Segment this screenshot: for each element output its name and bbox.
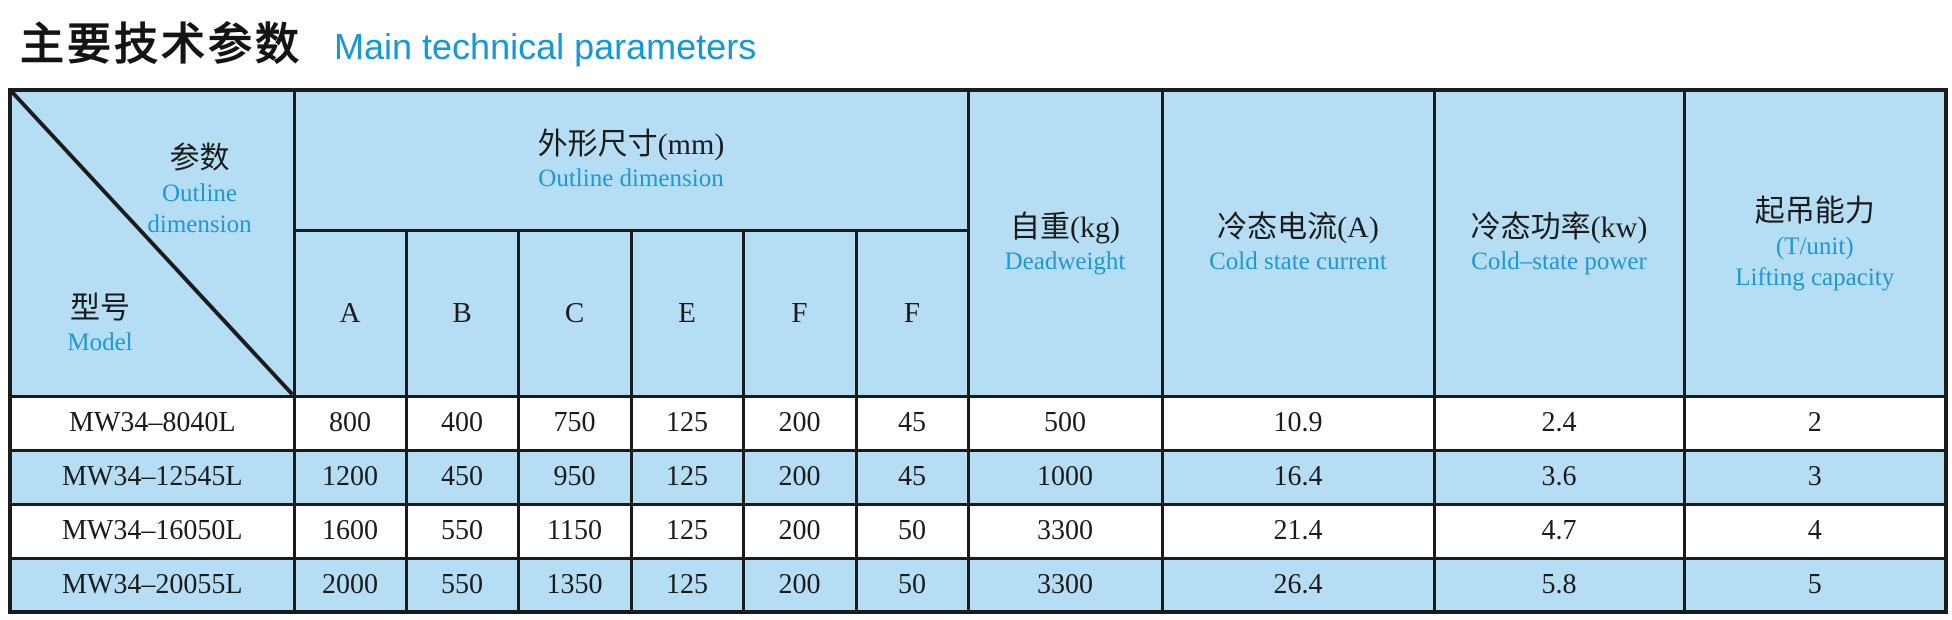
header-deadweight-en: Deadweight (1004, 248, 1126, 276)
technical-parameters-table: 参数 Outline dimension 型号 Model 外形尺寸(mm) O… (8, 88, 1948, 614)
corner-model-label-zh: 型号 (70, 291, 130, 325)
corner-parameter-label: 参数 Outline dimension (115, 140, 285, 240)
cell-capacity: 3 (1682, 448, 1948, 506)
header-dim-c: C (516, 228, 633, 398)
header-lifting-capacity-en-line1: (T/unit) (1775, 232, 1854, 260)
cell-dim-b: 550 (404, 502, 520, 560)
corner-model-label: 型号 Model (50, 290, 150, 359)
cell-model: MW34–20055L (8, 556, 296, 614)
cell-model: MW34–8040L (8, 394, 296, 452)
cell-dim-c: 1150 (516, 502, 633, 560)
header-dim-f1: F (741, 228, 858, 398)
header-dim-c-label: C (564, 296, 585, 329)
header-cold-state-current-zh: 冷态电流(A) (1217, 210, 1379, 244)
header-cold-state-power-zh: 冷态功率(kw) (1470, 210, 1648, 244)
corner-model-label-en: Model (67, 329, 133, 357)
cell-dim-b: 550 (404, 556, 520, 614)
table-row-mw34-20055l: MW34–20055L 2000 550 1350 125 200 50 330… (8, 556, 1948, 614)
cell-dim-e: 125 (629, 556, 745, 614)
page-title: 主要技术参数 Main technical parameters (20, 8, 756, 72)
cell-deadweight: 3300 (966, 502, 1164, 560)
cell-dim-c: 950 (516, 448, 633, 506)
header-cold-state-current-en: Cold state current (1209, 248, 1387, 276)
cell-dim-f1: 200 (741, 394, 858, 452)
cell-current: 21.4 (1160, 502, 1436, 560)
header-dim-f2: F (854, 228, 970, 398)
cell-dim-f2: 45 (854, 448, 970, 506)
header-dim-e-label: E (678, 296, 696, 329)
cell-dim-e: 125 (629, 448, 745, 506)
diagonal-divider-line (13, 93, 291, 393)
cell-dim-f1: 200 (741, 448, 858, 506)
cell-power: 4.7 (1432, 502, 1686, 560)
cell-dim-a: 800 (292, 394, 408, 452)
header-lifting-capacity-zh: 起吊能力 (1754, 195, 1875, 229)
cell-power: 3.6 (1432, 448, 1686, 506)
page-title-english: Main technical parameters (334, 26, 757, 67)
cell-dim-a: 1200 (292, 448, 408, 506)
cell-model: MW34–12545L (8, 448, 296, 506)
header-dim-f2-label: F (903, 296, 921, 329)
cell-dim-a: 2000 (292, 556, 408, 614)
cell-deadweight: 1000 (966, 448, 1164, 506)
cell-dim-a: 1600 (292, 502, 408, 560)
corner-parameter-label-zh: 参数 (169, 142, 230, 175)
cell-deadweight: 3300 (966, 556, 1164, 614)
cell-dim-b: 400 (404, 394, 520, 452)
page-title-chinese: 主要技术参数 (20, 20, 302, 69)
cell-dim-e: 125 (629, 502, 745, 560)
corner-parameter-label-en-line2: dimension (147, 210, 252, 238)
cell-dim-f2: 50 (854, 556, 970, 614)
cell-dim-c: 750 (516, 394, 633, 452)
table-row-mw34-8040l: MW34–8040L 800 400 750 125 200 45 500 10… (8, 394, 1948, 452)
header-deadweight-zh: 自重(kg) (1010, 210, 1120, 244)
header-dim-a-label: A (339, 296, 361, 329)
cell-dim-f1: 200 (741, 502, 858, 560)
cell-current: 10.9 (1160, 394, 1436, 452)
corner-parameter-label-en-line1: Outline (162, 179, 237, 207)
cell-power: 2.4 (1432, 394, 1686, 452)
cell-deadweight: 500 (966, 394, 1164, 452)
cell-current: 26.4 (1160, 556, 1436, 614)
cell-model: MW34–16050L (8, 502, 296, 560)
header-dim-e: E (629, 228, 745, 398)
header-cold-state-current: 冷态电流(A) Cold state current (1160, 88, 1436, 398)
header-cold-state-power-en: Cold–state power (1471, 248, 1647, 276)
header-dim-b-label: B (452, 296, 472, 329)
cell-dim-f2: 50 (854, 502, 970, 560)
header-outline-dimension: 外形尺寸(mm) Outline dimension (292, 88, 970, 232)
cell-dim-f2: 45 (854, 394, 970, 452)
cell-dim-b: 450 (404, 448, 520, 506)
header-dim-b: B (404, 228, 520, 398)
table-row-mw34-12545l: MW34–12545L 1200 450 950 125 200 45 1000… (8, 448, 1948, 506)
cell-dim-e: 125 (629, 394, 745, 452)
header-dim-a: A (292, 228, 408, 398)
header-outline-dimension-zh: 外形尺寸(mm) (537, 127, 725, 161)
cell-dim-f1: 200 (741, 556, 858, 614)
header-cold-state-power: 冷态功率(kw) Cold–state power (1432, 88, 1686, 398)
table-row-mw34-16050l: MW34–16050L 1600 550 1150 125 200 50 330… (8, 502, 1948, 560)
header-lifting-capacity: 起吊能力 (T/unit) Lifting capacity (1682, 88, 1948, 398)
cell-dim-c: 1350 (516, 556, 633, 614)
cell-power: 5.8 (1432, 556, 1686, 614)
cell-capacity: 4 (1682, 502, 1948, 560)
header-deadweight: 自重(kg) Deadweight (966, 88, 1164, 398)
header-corner-cell: 参数 Outline dimension 型号 Model (8, 88, 296, 398)
header-outline-dimension-en: Outline dimension (538, 165, 724, 193)
header-lifting-capacity-en-line2: Lifting capacity (1735, 264, 1895, 291)
header-dim-f1-label: F (791, 296, 808, 329)
cell-capacity: 5 (1682, 556, 1948, 614)
cell-capacity: 2 (1682, 394, 1948, 452)
cell-current: 16.4 (1160, 448, 1436, 506)
